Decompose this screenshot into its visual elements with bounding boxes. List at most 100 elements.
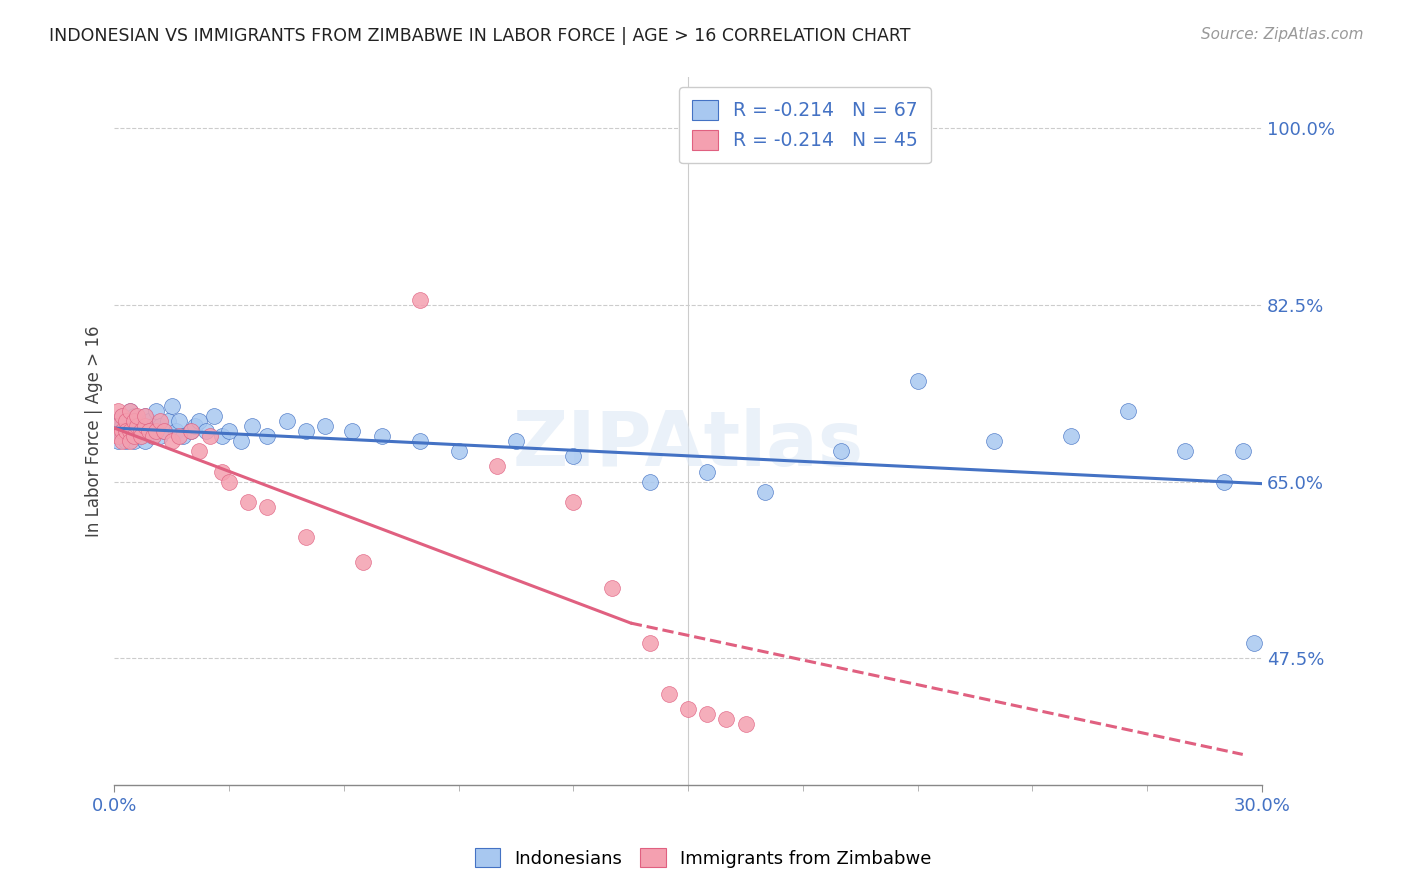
Point [180, 424, 202, 438]
Point [127, 419, 149, 434]
Point [294, 530, 316, 544]
Point [160, 399, 183, 413]
Point [371, 429, 394, 443]
Point [115, 414, 138, 428]
Point [134, 434, 156, 449]
Point [142, 429, 165, 443]
Point [111, 424, 134, 438]
Point [562, 450, 585, 464]
Point [156, 414, 179, 428]
Point [1059, 429, 1081, 443]
Point [149, 419, 172, 434]
Point [160, 434, 183, 449]
Point [211, 429, 233, 443]
Point [1116, 404, 1139, 418]
Point [129, 429, 152, 443]
Point [485, 459, 508, 474]
Point [180, 424, 202, 438]
Point [1243, 636, 1265, 650]
Point [314, 419, 336, 434]
Point [107, 404, 129, 418]
Point [134, 419, 156, 434]
Text: INDONESIAN VS IMMIGRANTS FROM ZIMBABWE IN LABOR FORCE | AGE > 16 CORRELATION CHA: INDONESIAN VS IMMIGRANTS FROM ZIMBABWE I… [49, 27, 911, 45]
Point [145, 424, 167, 438]
Point [600, 581, 623, 595]
Point [294, 424, 316, 438]
Point [153, 424, 176, 438]
Point [658, 687, 681, 701]
Point [149, 414, 172, 428]
Point [142, 429, 165, 443]
Point [122, 429, 145, 443]
Point [134, 409, 156, 423]
Point [118, 404, 141, 418]
Point [187, 444, 209, 458]
Point [172, 429, 194, 443]
Point [107, 434, 129, 449]
Legend: R = -0.214   N = 67, R = -0.214   N = 45: R = -0.214 N = 67, R = -0.214 N = 45 [679, 87, 931, 163]
Point [138, 424, 160, 438]
Point [676, 702, 699, 716]
Point [696, 465, 718, 479]
Point [127, 424, 149, 438]
Point [153, 424, 176, 438]
Point [115, 414, 138, 428]
Point [907, 374, 929, 388]
Point [229, 434, 252, 449]
Point [276, 414, 298, 428]
Point [122, 434, 145, 449]
Point [1174, 444, 1197, 458]
Point [218, 424, 240, 438]
Point [111, 434, 134, 449]
Legend: Indonesians, Immigrants from Zimbabwe: Indonesians, Immigrants from Zimbabwe [464, 838, 942, 879]
Point [127, 414, 149, 428]
Point [138, 414, 160, 428]
Point [134, 409, 156, 423]
Point [138, 424, 160, 438]
Point [107, 429, 129, 443]
Point [134, 424, 156, 438]
Point [638, 636, 661, 650]
Point [184, 419, 207, 434]
Point [118, 404, 141, 418]
Point [447, 444, 470, 458]
Point [195, 424, 218, 438]
Y-axis label: In Labor Force | Age > 16: In Labor Force | Age > 16 [86, 326, 103, 537]
Point [409, 434, 432, 449]
Point [129, 424, 152, 438]
Point [111, 409, 134, 423]
Point [352, 556, 374, 570]
Point [169, 414, 191, 428]
Point [111, 419, 134, 434]
Point [696, 706, 718, 721]
Point [115, 434, 138, 449]
Point [145, 404, 167, 418]
Point [716, 712, 738, 726]
Point [118, 424, 141, 438]
Point [1212, 475, 1234, 489]
Point [830, 444, 852, 458]
Point [127, 409, 149, 423]
Point [1232, 444, 1254, 458]
Point [211, 465, 233, 479]
Point [149, 429, 172, 443]
Text: ZIPAtlas: ZIPAtlas [513, 409, 863, 483]
Point [340, 424, 363, 438]
Point [129, 429, 152, 443]
Point [107, 424, 129, 438]
Point [409, 293, 432, 307]
Point [562, 495, 585, 509]
Point [218, 475, 240, 489]
Point [198, 429, 221, 443]
Point [169, 429, 191, 443]
Point [111, 409, 134, 423]
Point [238, 495, 260, 509]
Text: Source: ZipAtlas.com: Source: ZipAtlas.com [1201, 27, 1364, 42]
Point [129, 419, 152, 434]
Point [107, 414, 129, 428]
Point [734, 717, 756, 731]
Point [142, 419, 165, 434]
Point [122, 424, 145, 438]
Point [115, 424, 138, 438]
Point [187, 414, 209, 428]
